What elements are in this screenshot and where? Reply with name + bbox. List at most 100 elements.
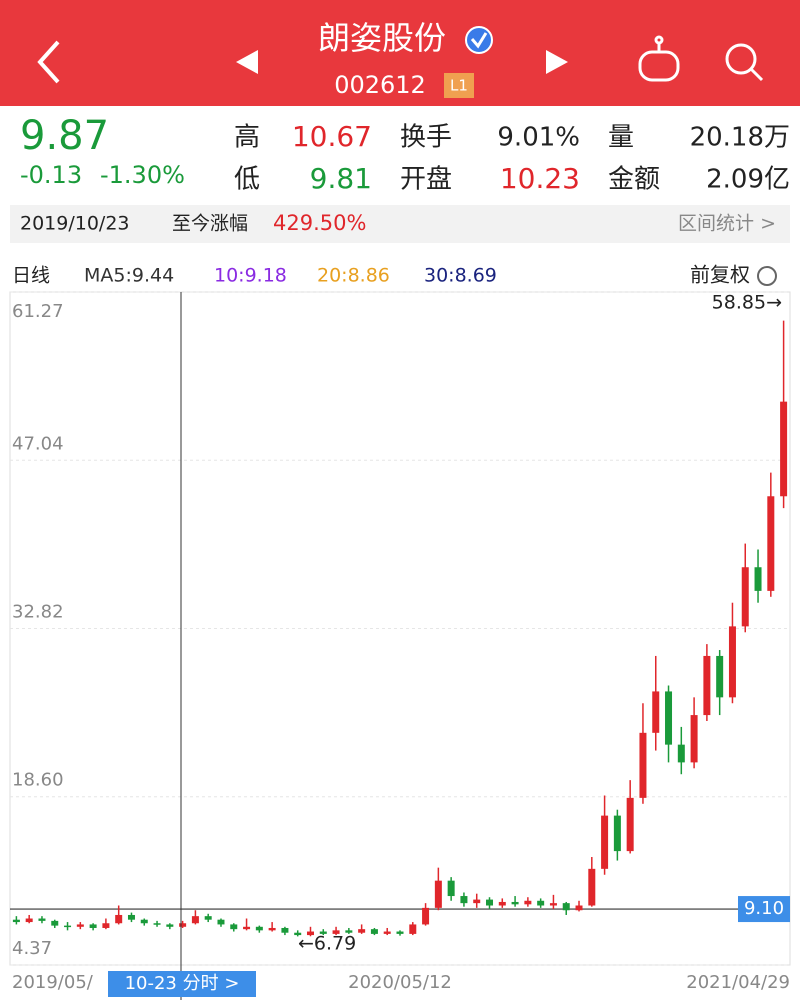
candle-body bbox=[243, 926, 251, 930]
candle-body bbox=[268, 927, 276, 931]
candle-body bbox=[728, 626, 736, 698]
candle-body bbox=[575, 905, 583, 911]
candle-body bbox=[741, 567, 749, 627]
candle-body bbox=[140, 919, 148, 924]
current-price-label: 9.10 bbox=[744, 898, 784, 919]
annotation: ←6.79 bbox=[298, 933, 356, 955]
settings-icon[interactable] bbox=[757, 266, 777, 286]
candle-body bbox=[64, 925, 72, 928]
candle-body bbox=[703, 655, 711, 716]
change-pct: -1.30% bbox=[100, 161, 185, 189]
range-value: 429.50% bbox=[273, 211, 366, 235]
candle-body bbox=[25, 918, 33, 923]
stock-name: 朗姿股份 bbox=[318, 19, 446, 57]
candle-body bbox=[127, 914, 135, 920]
candle-body bbox=[306, 931, 314, 936]
candle-body bbox=[460, 896, 468, 904]
candle-body bbox=[255, 926, 263, 931]
field-label: 高 bbox=[234, 123, 260, 153]
candle-body bbox=[447, 880, 455, 897]
candle-body bbox=[38, 918, 46, 921]
search-icon[interactable] bbox=[725, 43, 764, 82]
adjust[interactable]: 前复权 bbox=[690, 263, 750, 287]
range-bar[interactable] bbox=[10, 205, 790, 243]
robot-icon[interactable] bbox=[638, 35, 680, 82]
indicator: MA5:9.44 bbox=[84, 265, 174, 287]
candle-body bbox=[562, 903, 570, 911]
candle-body bbox=[780, 401, 788, 497]
candle-body bbox=[179, 923, 187, 927]
candle-body bbox=[549, 903, 557, 906]
y-tick-label: 47.04 bbox=[12, 433, 64, 454]
candle-body bbox=[716, 655, 724, 698]
field-label: 低 bbox=[234, 165, 260, 195]
range-link[interactable]: 区间统计 > bbox=[678, 213, 776, 235]
stock-code: 002612 bbox=[334, 71, 426, 99]
field-value: 2.09亿 bbox=[706, 165, 790, 195]
field-value: 10.23 bbox=[500, 162, 580, 195]
period: 日线 bbox=[12, 265, 50, 287]
candle-body bbox=[383, 931, 391, 934]
field-value: 20.18万 bbox=[690, 123, 790, 153]
current-price-box bbox=[738, 896, 790, 923]
y-tick-label: 4.37 bbox=[12, 938, 52, 959]
next-stock[interactable] bbox=[546, 50, 568, 74]
indicator: 10:9.18 bbox=[214, 265, 287, 287]
candle-body bbox=[89, 924, 97, 928]
candle-body bbox=[294, 932, 302, 936]
candle-body bbox=[281, 927, 289, 933]
candle-body bbox=[191, 916, 199, 924]
candle-body bbox=[486, 899, 494, 906]
candle-body bbox=[166, 924, 174, 927]
field-label: 换手 bbox=[400, 123, 452, 153]
candle-body bbox=[319, 931, 327, 934]
candle-body bbox=[511, 901, 519, 905]
field-value: 9.81 bbox=[310, 162, 372, 195]
x-label: 2021/04/29 bbox=[686, 972, 790, 993]
candle-body bbox=[76, 924, 84, 927]
price: 9.87 bbox=[20, 113, 109, 159]
candle-body bbox=[652, 691, 660, 733]
candle-body bbox=[498, 901, 506, 906]
candle-body bbox=[396, 931, 404, 934]
indicator: 20:8.86 bbox=[317, 265, 390, 287]
range-label: 至今涨幅 bbox=[172, 213, 248, 235]
candle-body bbox=[217, 919, 225, 925]
x-label: 2019/05/ bbox=[12, 972, 94, 993]
back-button[interactable] bbox=[37, 40, 60, 84]
candle-body bbox=[601, 815, 609, 869]
candle-body bbox=[524, 900, 532, 905]
crosshair-box[interactable] bbox=[108, 971, 256, 997]
candle-body bbox=[153, 923, 161, 925]
candle-body bbox=[434, 880, 442, 908]
field-value: 10.67 bbox=[292, 120, 372, 153]
candle-body bbox=[665, 691, 673, 745]
candle-body bbox=[370, 929, 378, 934]
candle-body bbox=[613, 815, 621, 852]
annotation: 58.85→ bbox=[712, 292, 782, 314]
candle-body bbox=[690, 715, 698, 763]
candle-body bbox=[626, 797, 634, 852]
candle-body bbox=[230, 924, 238, 930]
candle-body bbox=[677, 744, 685, 763]
candle-body bbox=[358, 929, 366, 933]
candle-body bbox=[102, 923, 110, 928]
verified-check bbox=[470, 32, 488, 49]
field-label: 开盘 bbox=[400, 165, 452, 195]
prev-stock[interactable] bbox=[236, 50, 258, 74]
candle-body bbox=[588, 868, 596, 906]
candle-body bbox=[409, 924, 417, 934]
field-label: 量 bbox=[608, 123, 634, 153]
field-label: 金额 bbox=[608, 165, 660, 195]
candle-body bbox=[537, 900, 545, 906]
candle-body bbox=[12, 919, 20, 923]
badge: L1 bbox=[450, 77, 468, 95]
crosshair-label[interactable]: 10-23 分时 > bbox=[125, 973, 240, 994]
candle-body bbox=[332, 930, 340, 934]
candle-body bbox=[422, 907, 430, 925]
verified-icon bbox=[465, 26, 493, 54]
indicator: 30:8.69 bbox=[424, 265, 497, 287]
candle-body bbox=[204, 916, 212, 920]
x-label: 2020/05/12 bbox=[348, 972, 452, 993]
